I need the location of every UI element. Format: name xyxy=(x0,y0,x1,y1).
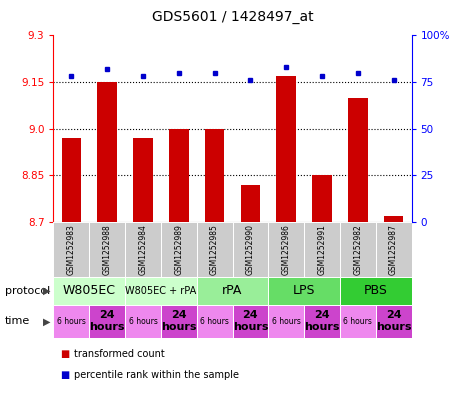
Text: percentile rank within the sample: percentile rank within the sample xyxy=(74,370,239,380)
Bar xyxy=(240,185,260,222)
Text: GSM1252984: GSM1252984 xyxy=(139,224,147,275)
Text: 24
hours: 24 hours xyxy=(376,310,412,332)
Bar xyxy=(268,305,304,338)
Bar xyxy=(61,138,81,222)
Bar xyxy=(376,222,412,277)
Bar xyxy=(276,76,296,222)
Text: 6 hours: 6 hours xyxy=(343,317,372,326)
Text: W805EC + rPA: W805EC + rPA xyxy=(125,286,197,296)
Text: 6 hours: 6 hours xyxy=(57,317,86,326)
Text: GSM1252990: GSM1252990 xyxy=(246,224,255,275)
Bar xyxy=(384,216,404,222)
Text: GSM1252986: GSM1252986 xyxy=(282,224,291,275)
Bar xyxy=(125,222,161,277)
Text: LPS: LPS xyxy=(293,284,315,298)
Text: rPA: rPA xyxy=(222,284,243,298)
Text: PBS: PBS xyxy=(364,284,388,298)
Text: W805EC: W805EC xyxy=(63,284,116,298)
Text: ▶: ▶ xyxy=(43,316,50,326)
Text: 24
hours: 24 hours xyxy=(304,310,340,332)
Text: GDS5601 / 1428497_at: GDS5601 / 1428497_at xyxy=(152,10,313,24)
Text: GSM1252983: GSM1252983 xyxy=(67,224,76,275)
Text: GSM1252988: GSM1252988 xyxy=(103,224,112,275)
Bar xyxy=(340,222,376,277)
Text: ▶: ▶ xyxy=(43,286,50,296)
Text: GSM1252982: GSM1252982 xyxy=(353,224,362,275)
Text: 24
hours: 24 hours xyxy=(161,310,197,332)
Text: ■: ■ xyxy=(60,349,70,359)
Text: GSM1252991: GSM1252991 xyxy=(318,224,326,275)
Bar xyxy=(304,305,340,338)
Bar xyxy=(161,305,197,338)
Bar xyxy=(89,305,125,338)
Text: protocol: protocol xyxy=(5,286,50,296)
Bar xyxy=(232,305,268,338)
Bar xyxy=(133,138,153,222)
Text: GSM1252989: GSM1252989 xyxy=(174,224,183,275)
Bar xyxy=(340,277,412,305)
Bar xyxy=(268,277,340,305)
Bar xyxy=(53,222,89,277)
Text: GSM1252987: GSM1252987 xyxy=(389,224,398,275)
Text: 24
hours: 24 hours xyxy=(232,310,268,332)
Bar xyxy=(97,82,117,222)
Bar xyxy=(53,305,89,338)
Text: 6 hours: 6 hours xyxy=(128,317,158,326)
Bar xyxy=(304,222,340,277)
Bar xyxy=(53,277,125,305)
Bar xyxy=(197,222,232,277)
Bar xyxy=(348,97,368,222)
Bar xyxy=(125,305,161,338)
Bar xyxy=(376,305,412,338)
Bar xyxy=(89,222,125,277)
Bar xyxy=(197,277,268,305)
Bar xyxy=(268,222,304,277)
Bar xyxy=(169,129,189,222)
Bar xyxy=(125,277,197,305)
Bar xyxy=(340,305,376,338)
Bar xyxy=(312,175,332,222)
Text: 6 hours: 6 hours xyxy=(272,317,301,326)
Text: time: time xyxy=(5,316,30,326)
Text: 24
hours: 24 hours xyxy=(89,310,125,332)
Bar xyxy=(197,305,232,338)
Text: 6 hours: 6 hours xyxy=(200,317,229,326)
Text: ■: ■ xyxy=(60,370,70,380)
Bar xyxy=(205,129,225,222)
Bar xyxy=(161,222,197,277)
Text: transformed count: transformed count xyxy=(74,349,165,359)
Text: GSM1252985: GSM1252985 xyxy=(210,224,219,275)
Bar xyxy=(232,222,268,277)
